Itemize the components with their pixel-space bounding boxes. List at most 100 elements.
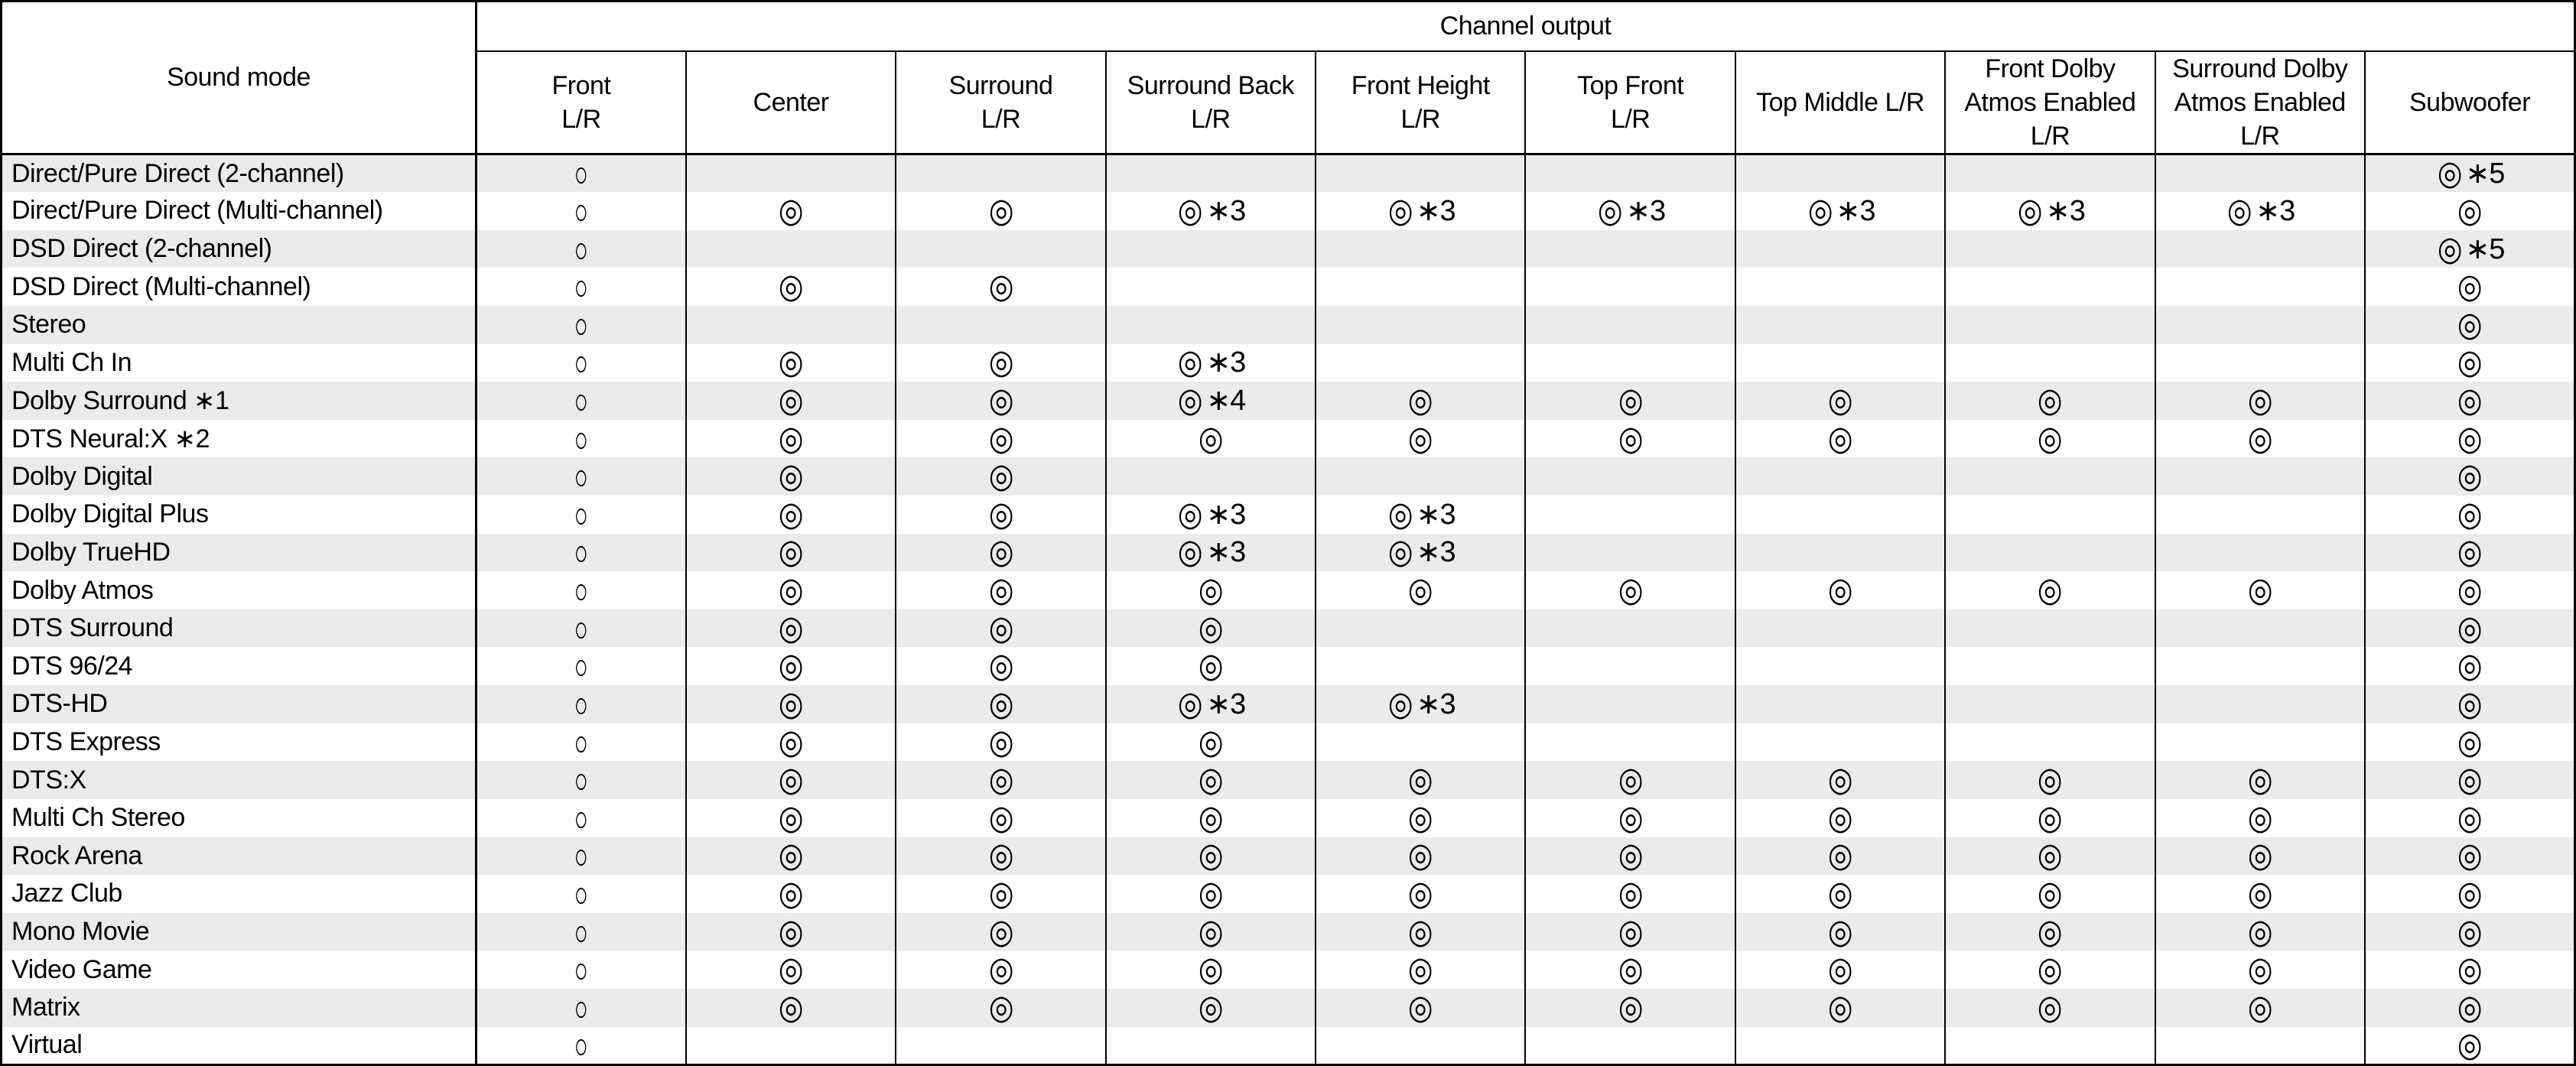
output-cell: ○ [475,759,686,801]
table-row-video-game: Video Game ○ ◎ ◎ ◎ ◎ ◎ ◎ ◎ ◎ ◎ [1,948,2575,991]
output-cell: ◎ [1944,571,2155,609]
double-circle-icon: ◎ [1807,191,1833,229]
output-cell: ◎ [1734,875,1946,913]
double-circle-icon: ◎ [2457,684,2483,723]
output-cell: ◎ [2364,457,2575,496]
double-circle-icon: ◎ [778,533,804,571]
double-circle-icon: ◎ [778,874,804,912]
output-cell: ◎ [2364,874,2575,913]
output-cell [1104,457,1316,496]
double-circle-icon: ◎ [1198,761,1224,799]
output-cell [1524,533,1735,572]
single-circle-icon: ○ [574,759,588,801]
double-circle-icon: ◎ [1408,912,1433,951]
double-circle-icon: ◎ [1178,533,1203,571]
output-cell: ◎ [1524,912,1735,951]
double-circle-icon: ◎ [778,951,804,989]
double-circle-icon: ◎ [2457,647,2483,685]
output-cell: ◎ [1104,609,1316,648]
output-cell: ◎ ∗3 [1315,192,1526,230]
output-cell: ◎ [2364,496,2575,534]
column-header-top-front: Top Front L/R [1524,50,1735,156]
output-cell: ◎ [685,268,896,306]
single-circle-icon: ○ [574,948,588,991]
output-cell: ○ [475,533,686,572]
double-circle-icon: ◎ [2247,837,2273,875]
sound-mode-cell: Jazz Club [1,875,477,913]
double-circle-icon: ◎ [1178,495,1203,533]
double-circle-icon: ◎ [1618,912,1644,951]
double-circle-icon: ◎ [988,495,1013,533]
output-cell: ◎ [685,685,896,723]
double-circle-icon: ◎ [2247,419,2273,457]
output-cell [1944,609,2155,648]
double-circle-icon: ◎ [2457,874,2483,912]
output-cell: ◎ [685,571,896,609]
output-cell [1104,268,1316,306]
output-cell: ◎ [2154,837,2366,876]
output-cell [1524,496,1735,534]
output-cell: ◎ [895,268,1106,306]
sound-mode-cell: Direct/Pure Direct (Multi-channel) [1,192,477,230]
output-cell: ◎ [895,798,1106,837]
output-cell: ◎ [1734,988,1946,1027]
output-cell: ○ [475,419,686,458]
output-cell [2154,533,2366,572]
single-circle-icon: ○ [574,721,588,763]
sound-mode-cell: Multi Ch In [1,343,477,382]
double-circle-icon: ◎ [988,191,1013,229]
double-circle-icon: ◎ [1198,571,1224,609]
output-cell: ◎ [1944,912,2155,951]
output-cell: ◎ [685,798,896,837]
double-circle-icon: ◎ [2457,268,2483,306]
double-circle-icon: ◎ [2247,798,2273,837]
double-circle-icon: ◎ [1198,912,1224,951]
double-circle-icon: ◎ [778,495,804,533]
output-cell: ◎ [1104,875,1316,913]
output-cell [1944,457,2155,496]
output-cell [1734,229,1946,268]
output-cell: ○ [475,837,686,876]
output-cell: ◎ [2364,988,2575,1027]
table-row-rock-arena: Rock Arena ○ ◎ ◎ ◎ ◎ ◎ ◎ ◎ ◎ ◎ [1,837,2575,876]
double-circle-icon: ◎ [1827,419,1853,457]
output-cell [1315,306,1526,344]
double-circle-icon: ◎ [2247,912,2273,951]
table-row-multi-ch-stereo: Multi Ch Stereo ○ ◎ ◎ ◎ ◎ ◎ ◎ ◎ ◎ ◎ [1,798,2575,837]
double-circle-icon: ◎ [988,723,1013,761]
table-row-dts-96-24: DTS 96/24 ○ ◎ ◎ ◎ ◎ [1,647,2575,686]
double-circle-icon: ◎ [1198,609,1224,647]
double-circle-icon: ◎ [1827,798,1853,837]
column-header-front-dolby: Front Dolby Atmos Enabled L/R [1944,50,2155,156]
footnote-ref: ∗3 [1206,536,1246,569]
column-header-front-height: Front Height L/R [1315,50,1526,156]
footnote-ref: ∗4 [1206,385,1246,418]
output-cell [1734,268,1946,306]
double-circle-icon: ◎ [1827,837,1853,875]
sound-mode-cell: DTS:X [1,761,477,799]
output-cell: ◎ [1104,723,1316,762]
table-row-dts-neural-x-2: DTS Neural:X ∗2 ○ ◎ ◎ ◎ ◎ ◎ ◎ ◎ ◎ ◎ [1,419,2575,458]
output-cell [1944,154,2155,193]
double-circle-icon: ◎ [2247,951,2273,989]
table-row-dolby-digital: Dolby Digital ○ ◎ ◎ ◎ [1,457,2575,496]
footnote-ref: ∗3 [1206,498,1246,531]
output-cell [1944,229,2155,268]
output-cell: ◎ [895,191,1106,230]
output-cell: ◎ [2364,723,2575,762]
output-cell: ◎ ∗3 [2154,192,2366,230]
double-circle-icon: ◎ [1827,951,1853,989]
footnote-ref: ∗3 [2256,194,2295,227]
double-circle-icon: ◎ [1178,343,1203,382]
output-cell [2154,229,2366,268]
footnote-ref: ∗3 [1836,194,1876,227]
channel-output-header: Channel output [476,1,2575,52]
double-circle-icon: ◎ [2038,912,2063,951]
output-cell: ◎ [2364,912,2575,951]
output-cell: ◎ [1524,571,1735,609]
output-cell: ◎ [2364,533,2575,572]
output-cell [1944,306,2155,344]
output-cell: ◎ ∗3 [1315,685,1526,723]
output-cell [2154,343,2366,382]
output-cell: ◎ [685,457,896,496]
